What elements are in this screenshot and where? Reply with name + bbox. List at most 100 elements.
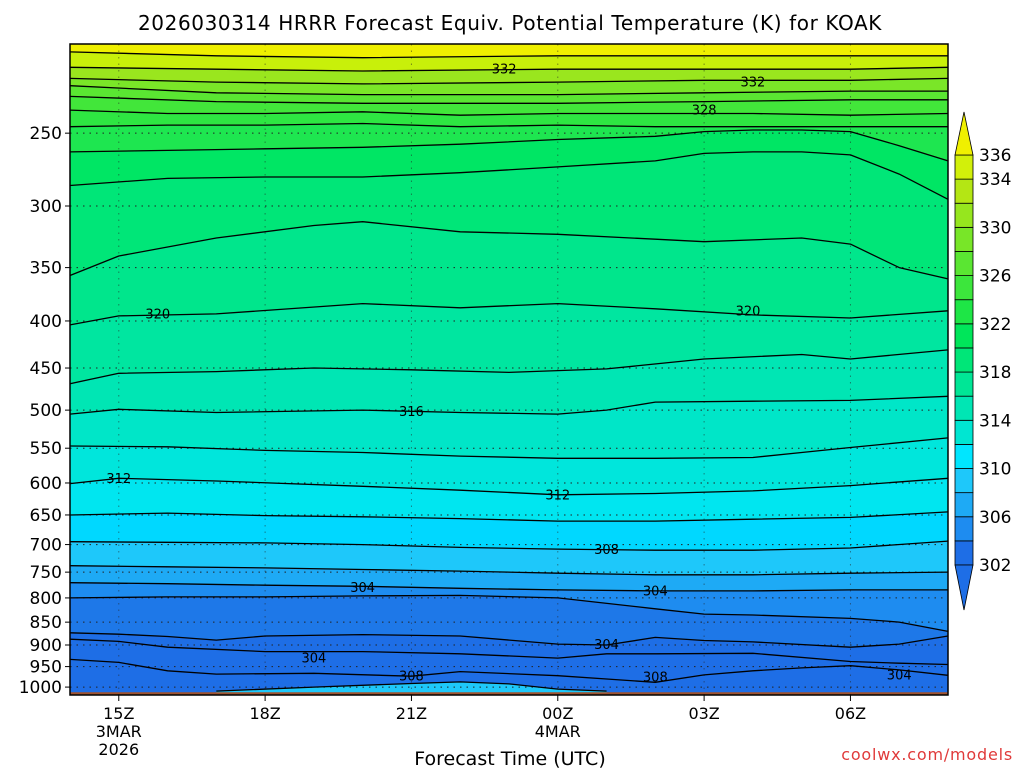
colorbar-label: 318	[979, 363, 1011, 383]
contour-line	[69, 95, 948, 104]
x-tick-label: 03Z	[688, 704, 719, 723]
contour-line	[69, 122, 948, 128]
color-band	[70, 96, 948, 116]
contour-label-text: 332	[492, 63, 517, 78]
x-axis-title: Forecast Time (UTC)	[414, 748, 605, 768]
y-tick-label: 500	[30, 401, 62, 421]
contour-line	[69, 638, 949, 666]
contour-label: 332	[492, 63, 517, 78]
color-band	[70, 123, 948, 161]
color-band	[70, 221, 948, 325]
contour-line	[69, 511, 949, 522]
x-tick-label: 15Z	[103, 704, 134, 723]
y-tick-label: 700	[30, 536, 62, 556]
colorbar-extend-top	[954, 111, 974, 156]
plot-frame	[69, 43, 949, 696]
contour-label-text: 304	[594, 638, 619, 653]
contour-line	[69, 582, 948, 592]
y-tick-label: 400	[30, 312, 62, 332]
contour-line	[69, 85, 948, 96]
colorbar-extend-bottom	[954, 564, 974, 611]
contour-line	[69, 66, 949, 72]
colorbar: 302 306 310 314 318 322 326 330 334 336	[954, 111, 1011, 611]
contour-line	[69, 540, 949, 551]
contour-label-text: 308	[643, 670, 668, 685]
contour-label: 320	[145, 307, 170, 322]
ground-band	[70, 692, 948, 695]
colorbar-label: 310	[979, 460, 1011, 480]
plot-area: 332 332 328 320 320 316 312 312 308 304 304 304 304 3…	[69, 43, 949, 696]
contour-label-text: 332	[740, 76, 765, 91]
contour-label-text: 308	[594, 543, 619, 558]
color-band	[70, 632, 948, 665]
color-band	[70, 51, 948, 71]
colorbar-segment	[954, 202, 974, 228]
color-band	[70, 437, 948, 495]
contour-label-text: 320	[736, 304, 761, 319]
contour-label: 304	[594, 638, 619, 653]
colorbar-segment	[954, 492, 974, 518]
colorbar-segment	[954, 516, 974, 542]
contour-line	[69, 349, 949, 385]
colorbar-segment	[954, 444, 974, 469]
colorbar-label: 314	[979, 411, 1011, 431]
x-tick-label: 21Z	[396, 704, 427, 723]
y-tick-label: 850	[30, 613, 62, 633]
contour-line	[69, 129, 949, 162]
color-band	[70, 511, 948, 551]
colorbar-label: 330	[979, 218, 1011, 238]
contour-line	[69, 221, 949, 280]
x-tick-sublabel: 2026	[98, 740, 139, 759]
y-tick-label: 350	[30, 259, 62, 279]
chart-title: 2026030314 HRRR Forecast Equiv. Potentia…	[138, 11, 882, 35]
colorbar-segment	[954, 540, 974, 566]
color-band	[70, 78, 948, 95]
y-tick-label: 750	[30, 563, 62, 583]
contour-line	[69, 395, 949, 415]
contour-label-text: 304	[643, 584, 668, 599]
contour-label: 304	[643, 584, 668, 599]
colorbar-segment	[954, 395, 974, 421]
x-tick-label: 00Z	[542, 704, 573, 723]
colorbar-label: 302	[979, 556, 1011, 576]
contour-line	[69, 594, 949, 633]
contour-line	[69, 109, 949, 116]
color-band	[70, 85, 948, 104]
contour-label: 304	[887, 668, 912, 683]
contour-line	[69, 565, 949, 576]
colorbar-label: 336	[979, 146, 1011, 166]
colorbar-segment	[954, 468, 974, 494]
contour-label: 308	[399, 670, 424, 685]
contour-line	[69, 477, 949, 496]
x-tick-label: 18Z	[249, 704, 280, 723]
contour-label: 304	[301, 652, 326, 667]
y-tick-label: 950	[30, 658, 62, 678]
color-band	[70, 151, 948, 279]
colorbar-segment	[954, 371, 974, 397]
y-tick-label: 650	[30, 506, 62, 526]
contour-label: 328	[692, 104, 717, 119]
colorbar-segment	[954, 299, 974, 325]
contour-label: 304	[350, 581, 375, 596]
y-tick-label: 1000	[19, 678, 62, 698]
colorbar-segment	[954, 347, 974, 373]
color-band	[70, 595, 948, 648]
y-tick-label: 550	[30, 439, 62, 459]
contour-label-text: 312	[106, 472, 131, 487]
colorbar-segment	[954, 226, 974, 252]
contour-line	[69, 302, 949, 326]
x-tick-sublabel: 3MAR	[96, 722, 142, 741]
colorbar-label: 334	[979, 170, 1011, 190]
contour-line	[216, 681, 607, 692]
contour-label: 308	[594, 543, 619, 558]
contour-label: 308	[643, 670, 668, 685]
colorbar-label: 322	[979, 315, 1011, 335]
contour-label: 312	[106, 472, 131, 487]
contour-label-text: 304	[301, 652, 326, 667]
contour-labels: 332 332 328 320 320 316 312 312 308 304 304 304 304 3…	[106, 63, 912, 686]
contour-line	[69, 658, 949, 683]
contour-label-text: 316	[399, 405, 424, 420]
color-band	[70, 44, 948, 58]
contour-label-text: 328	[692, 104, 717, 119]
